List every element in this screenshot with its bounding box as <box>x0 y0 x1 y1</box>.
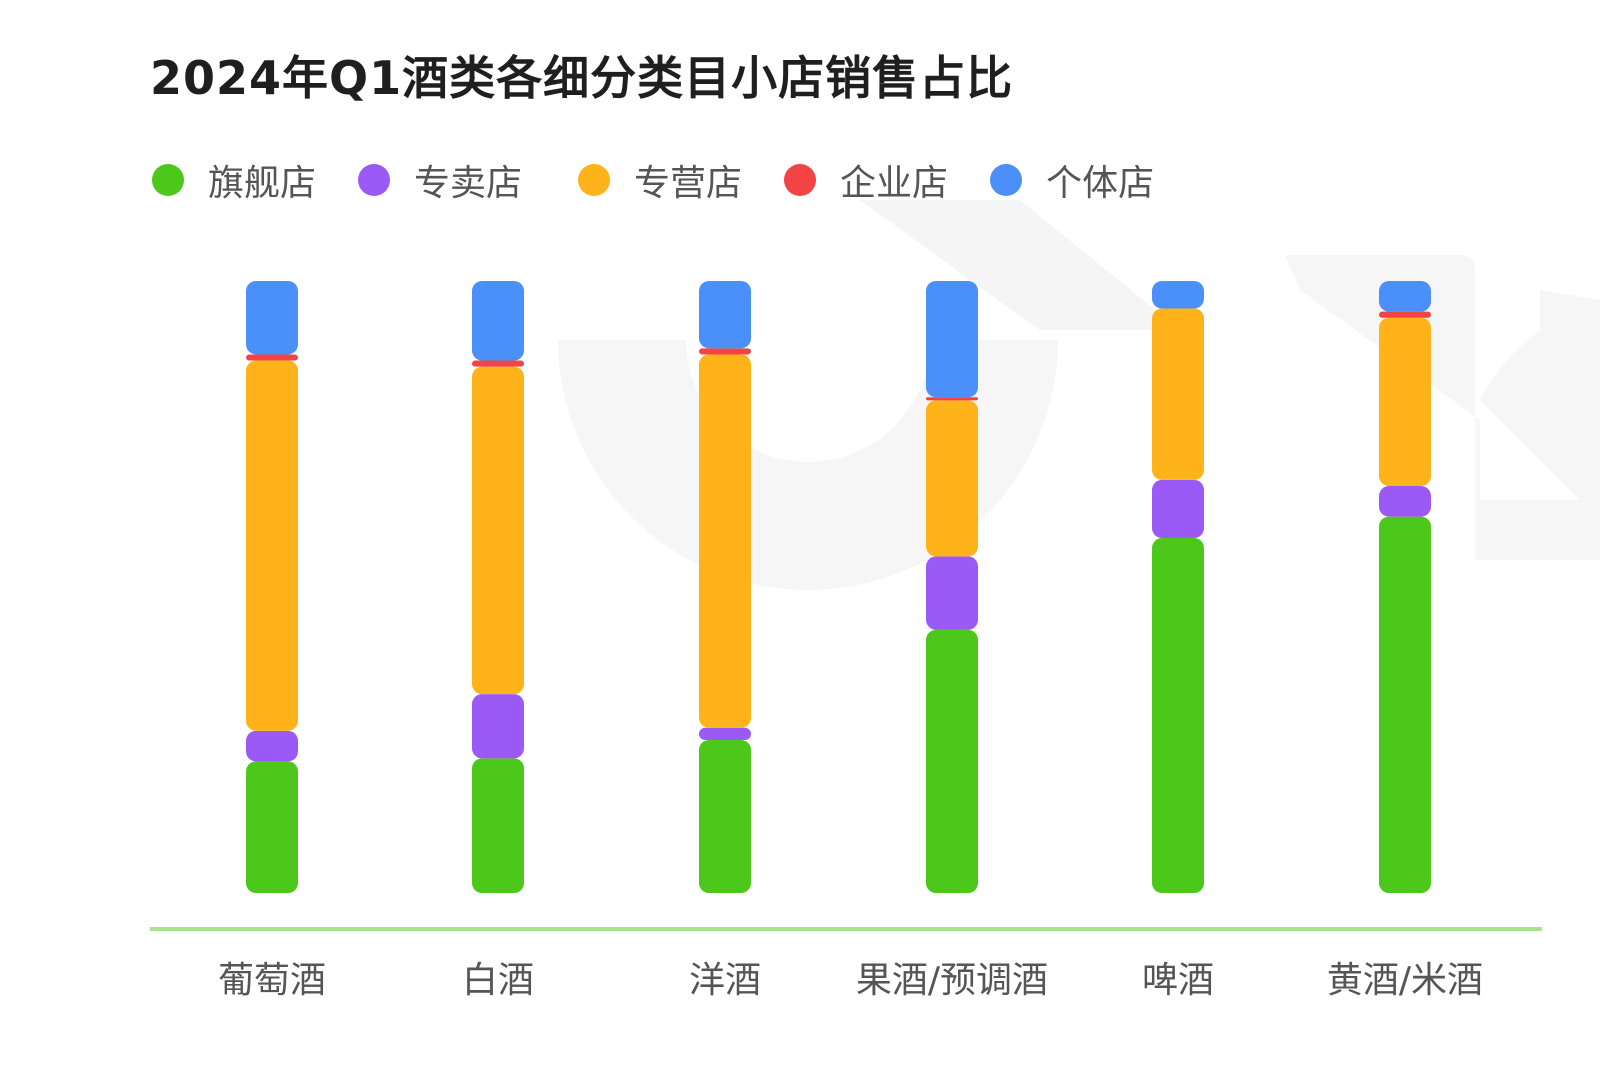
bar-stack-0[interactable] <box>246 281 298 893</box>
legend-dot-specialty <box>578 164 611 196</box>
bar-segment-2-2[interactable] <box>699 354 751 728</box>
legend-label-individual: 个体店 <box>1046 163 1155 204</box>
bar-segment-4-1[interactable] <box>1152 479 1204 539</box>
bar-stack-5[interactable] <box>1379 281 1431 893</box>
legend-dot-enterprise <box>784 164 817 196</box>
bar-segment-4-4[interactable] <box>1152 281 1204 309</box>
bar-segment-1-1[interactable] <box>472 694 524 759</box>
x-tick-label-0: 葡萄酒 <box>218 960 326 1001</box>
legend-dot-exclusive <box>358 164 391 196</box>
x-tick-label-5: 黄酒/米酒 <box>1327 960 1483 1001</box>
bar-segment-2-0[interactable] <box>699 740 751 893</box>
chart-title: 2024年Q1酒类各细分类目小店销售占比 <box>150 51 1014 105</box>
bar-segment-3-0[interactable] <box>926 629 978 893</box>
legend-item-enterprise[interactable]: 企业店 <box>784 154 948 206</box>
bar-segment-3-1[interactable] <box>926 556 978 630</box>
bar-segment-5-2[interactable] <box>1379 317 1431 487</box>
bar-segment-3-2[interactable] <box>926 400 978 557</box>
legend-item-flagship[interactable]: 旗舰店 <box>152 154 316 206</box>
bar-segment-4-0[interactable] <box>1152 538 1204 893</box>
bar-segment-2-1[interactable] <box>699 727 751 740</box>
bar-segment-1-2[interactable] <box>472 366 524 695</box>
bar-segment-4-2[interactable] <box>1152 308 1204 480</box>
bar-segment-0-2[interactable] <box>246 360 298 731</box>
legend-item-individual[interactable]: 个体店 <box>990 154 1154 206</box>
legend-label-enterprise: 企业店 <box>840 163 949 204</box>
bar-segment-1-3[interactable] <box>472 360 524 367</box>
bar-segment-5-1[interactable] <box>1379 486 1431 517</box>
bar-segment-5-0[interactable] <box>1379 516 1431 893</box>
legend-label-exclusive: 专卖店 <box>414 163 523 204</box>
bar-segment-0-3[interactable] <box>246 354 298 361</box>
legend-item-specialty[interactable]: 专营店 <box>578 154 742 206</box>
bar-stack-4[interactable] <box>1152 281 1204 893</box>
bar-segment-1-0[interactable] <box>472 758 524 893</box>
legend-dot-flagship <box>152 164 184 196</box>
bar-stack-2[interactable] <box>699 281 751 893</box>
x-tick-label-4: 啤酒 <box>1142 960 1214 1001</box>
x-tick-label-2: 洋酒 <box>689 960 761 1001</box>
bar-segment-2-4[interactable] <box>699 281 751 349</box>
legend-label-flagship: 旗舰店 <box>208 163 317 204</box>
bar-segment-2-3[interactable] <box>699 348 751 355</box>
bar-segment-5-4[interactable] <box>1379 281 1431 312</box>
x-tick-label-1: 白酒 <box>462 960 534 1001</box>
bar-segment-0-1[interactable] <box>246 730 298 762</box>
legend-label-specialty: 专营店 <box>634 163 743 204</box>
bar-segment-5-3[interactable] <box>1379 311 1431 318</box>
legend-item-exclusive[interactable]: 专卖店 <box>358 154 522 206</box>
chart-legend: 旗舰店 专卖店 专营店 企业店 个体店 <box>152 156 1196 204</box>
x-tick-label-3: 果酒/预调酒 <box>856 960 1048 1001</box>
bar-segment-0-0[interactable] <box>246 761 298 893</box>
bar-segment-0-4[interactable] <box>246 281 298 355</box>
bar-segment-3-4[interactable] <box>926 281 978 398</box>
bar-segment-1-4[interactable] <box>472 281 524 361</box>
bar-stack-1[interactable] <box>472 281 524 893</box>
legend-dot-individual <box>990 164 1023 196</box>
bar-stack-3[interactable] <box>926 281 978 893</box>
bar-segment-3-3[interactable] <box>926 397 978 401</box>
